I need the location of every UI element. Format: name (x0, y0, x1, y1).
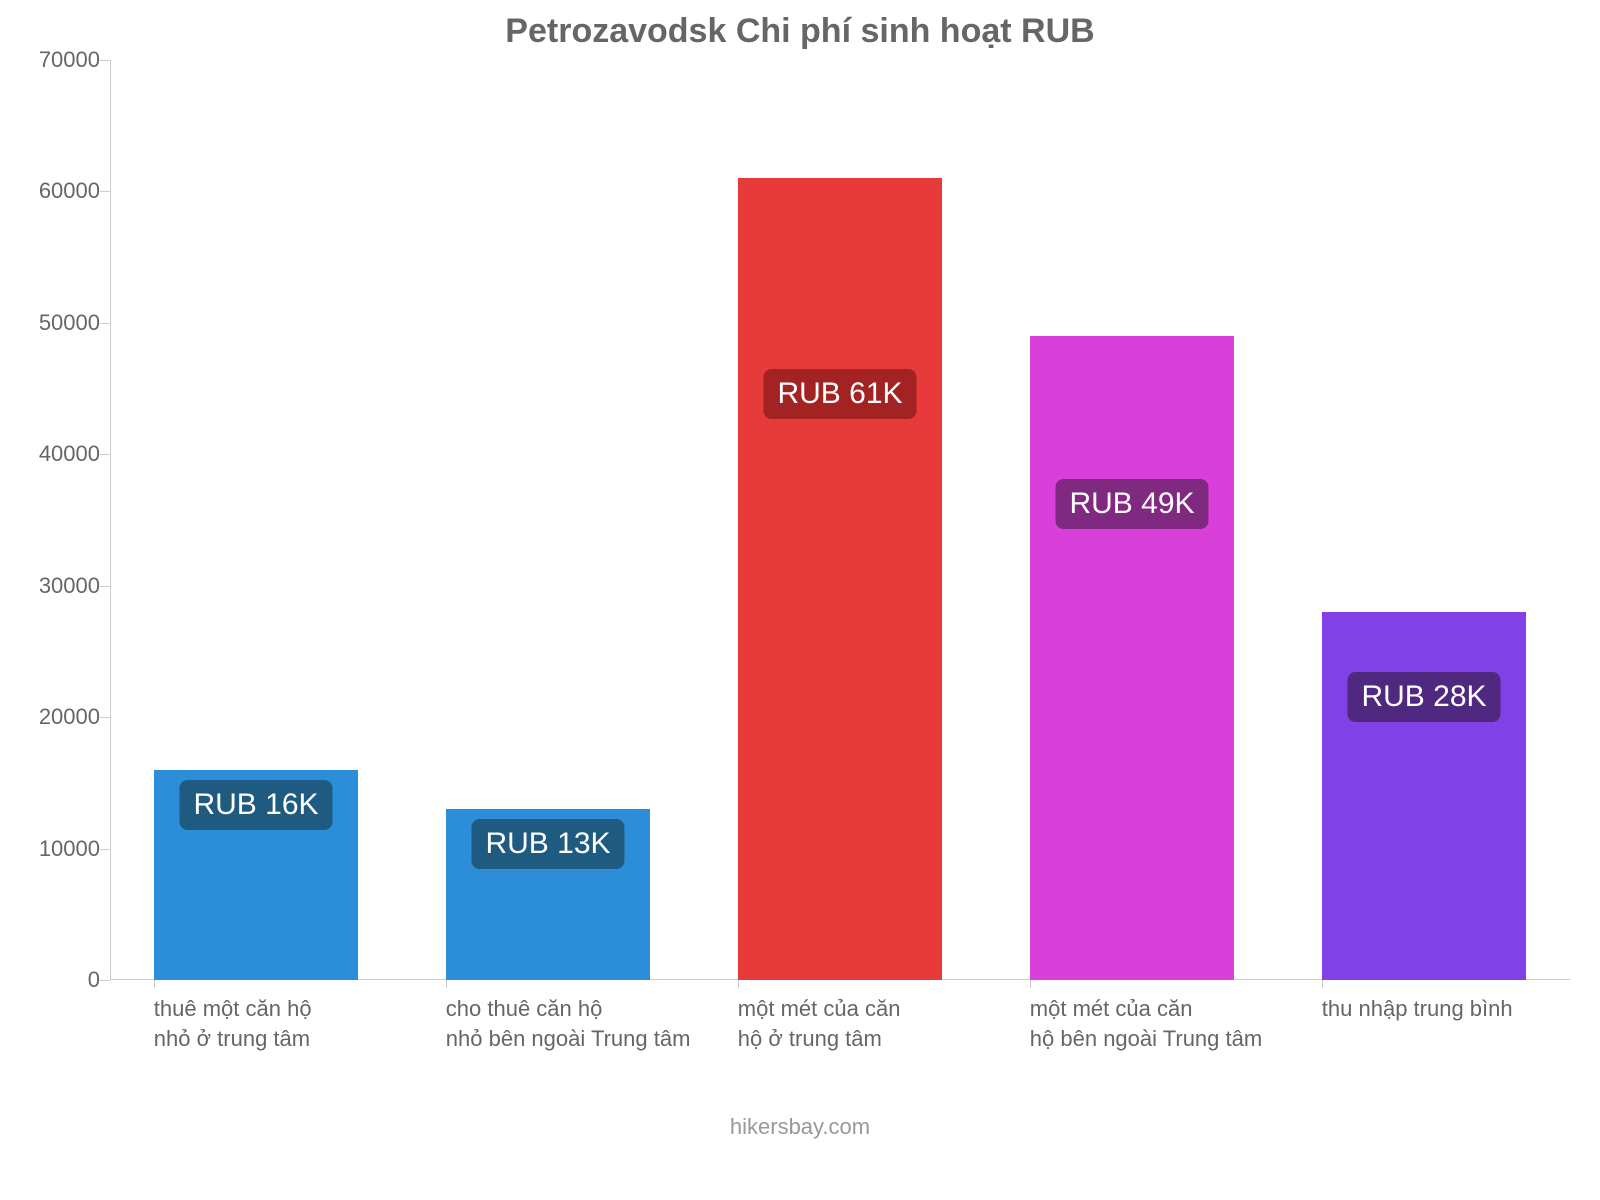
y-tick (100, 191, 110, 192)
y-axis-line (110, 60, 111, 980)
bar-value-label: RUB 16K (179, 780, 332, 830)
y-tick (100, 586, 110, 587)
bar-value-label: RUB 61K (763, 369, 916, 419)
bar-value-label: RUB 13K (471, 819, 624, 869)
bar (1030, 336, 1234, 980)
x-category-label: thu nhập trung bình (1322, 980, 1600, 1024)
y-tick (100, 717, 110, 718)
y-tick-label: 50000 (10, 310, 100, 336)
y-tick (100, 60, 110, 61)
y-tick (100, 454, 110, 455)
y-tick-label: 20000 (10, 704, 100, 730)
bar (1322, 612, 1526, 980)
y-tick-label: 60000 (10, 178, 100, 204)
y-tick-label: 0 (10, 967, 100, 993)
bar (738, 178, 942, 980)
y-tick (100, 849, 110, 850)
chart-title: Petrozavodsk Chi phí sinh hoạt RUB (0, 12, 1600, 51)
x-category-label: thuê một căn hộ nhỏ ở trung tâm (154, 980, 446, 1053)
plot-area: 010000200003000040000500006000070000RUB … (110, 60, 1570, 980)
x-category-label: một mét của căn hộ bên ngoài Trung tâm (1030, 980, 1322, 1053)
bar-value-label: RUB 49K (1055, 479, 1208, 529)
y-tick-label: 70000 (10, 47, 100, 73)
x-category-label: cho thuê căn hộ nhỏ bên ngoài Trung tâm (446, 980, 738, 1053)
y-tick (100, 323, 110, 324)
attribution-text: hikersbay.com (0, 1114, 1600, 1140)
y-tick-label: 40000 (10, 441, 100, 467)
y-tick (100, 980, 110, 981)
y-tick-label: 10000 (10, 836, 100, 862)
chart-container: Petrozavodsk Chi phí sinh hoạt RUB 01000… (0, 0, 1600, 1200)
bar-value-label: RUB 28K (1347, 672, 1500, 722)
y-tick-label: 30000 (10, 573, 100, 599)
x-category-label: một mét của căn hộ ở trung tâm (738, 980, 1030, 1053)
